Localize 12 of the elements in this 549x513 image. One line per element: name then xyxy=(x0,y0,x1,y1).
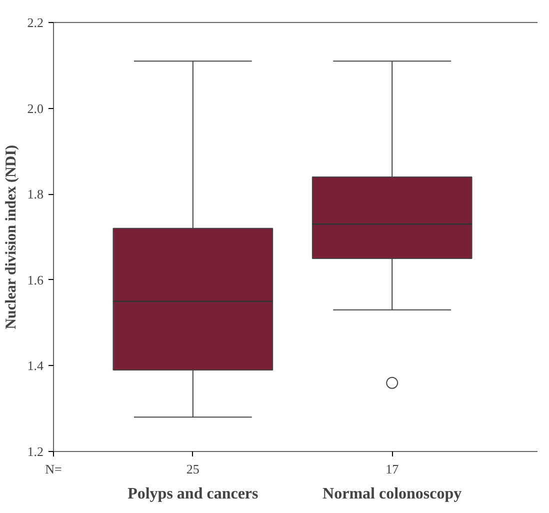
x-tick-label: Polyps and cancers xyxy=(128,486,258,502)
y-tick-label: 1.2 xyxy=(27,444,44,459)
text: N= xyxy=(45,462,62,476)
y-tick-label: 1.6 xyxy=(27,272,44,288)
y-tick-label: 1.8 xyxy=(27,186,44,202)
text: 17 xyxy=(386,462,400,476)
x-tick-label: Normal colonoscopy xyxy=(322,486,462,502)
y-tick-label: 1.4 xyxy=(27,358,44,374)
y-tick-label: 2.0 xyxy=(27,100,44,116)
y-axis-title: Nuclear division index (NDI) xyxy=(3,144,20,330)
text: 25 xyxy=(186,462,200,476)
y-tick-label: 2.2 xyxy=(27,15,44,30)
